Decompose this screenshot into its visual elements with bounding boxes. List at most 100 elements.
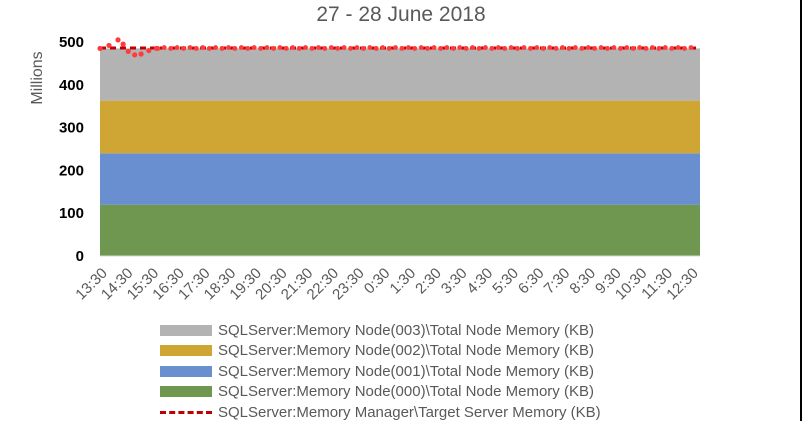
legend-label: SQLServer:Memory Node(002)\Total Node Me… <box>218 342 594 360</box>
marker-point <box>360 46 366 51</box>
marker-point <box>271 46 276 51</box>
marker-point-6 <box>138 51 144 57</box>
marker-point <box>502 46 508 51</box>
marker-point <box>470 45 475 50</box>
marker-point-5 <box>132 52 138 58</box>
marker-point <box>463 46 469 51</box>
marker-point <box>174 45 180 50</box>
marker-point <box>405 45 411 50</box>
marker-point <box>476 46 482 51</box>
legend-swatch <box>160 345 212 357</box>
marker-point-1 <box>106 42 112 49</box>
marker-point <box>316 45 321 50</box>
marker-point <box>328 45 334 50</box>
marker-point <box>572 45 578 50</box>
legend-swatch <box>160 386 212 398</box>
marker-layer <box>97 37 694 58</box>
frame-border <box>800 0 802 421</box>
marker-point <box>630 46 636 51</box>
x-axis-ticks: 13:3014:3015:3016:3017:3018:3019:3020:30… <box>72 265 702 304</box>
y-tick-label: 300 <box>59 120 84 137</box>
marker-point <box>296 46 302 51</box>
marker-point <box>637 45 643 50</box>
marker-point <box>650 45 655 50</box>
marker-point <box>624 45 630 50</box>
legend-item: SQLServer:Memory Node(002)\Total Node Me… <box>160 341 720 362</box>
marker-point <box>258 46 263 51</box>
marker-point <box>335 46 341 51</box>
legend-item: SQLServer:Memory Node(003)\Total Node Me… <box>160 320 720 341</box>
marker-point <box>617 46 623 51</box>
marker-point <box>450 46 456 51</box>
marker-point <box>309 46 315 51</box>
legend-item: SQLServer:Memory Node(000)\Total Node Me… <box>160 382 720 403</box>
area-series-3 <box>100 48 700 101</box>
marker-point <box>187 45 193 50</box>
marker-point <box>682 46 687 51</box>
legend-swatch <box>160 365 212 377</box>
x-tick-label: 5:30 <box>489 265 522 298</box>
marker-point <box>193 46 199 51</box>
marker-point <box>515 46 520 51</box>
marker-point <box>489 46 495 51</box>
marker-point <box>656 46 662 51</box>
marker-point <box>367 45 373 50</box>
x-tick-label: 1:30 <box>387 265 420 298</box>
marker-point <box>245 46 251 51</box>
legend-label: SQLServer:Memory Node(003)\Total Node Me… <box>218 321 594 339</box>
marker-point <box>277 45 283 50</box>
marker-point <box>688 45 694 50</box>
marker-point <box>373 46 379 51</box>
marker-point <box>238 45 244 50</box>
marker-point <box>168 46 174 51</box>
y-axis-ticks: 0 100 200 300 400 500 <box>59 34 84 265</box>
legend-label: SQLServer:Memory Node(000)\Total Node Me… <box>218 383 594 401</box>
x-tick-label: 3:30 <box>438 265 471 298</box>
marker-point <box>585 45 591 50</box>
legend: SQLServer:Memory Node(003)\Total Node Me… <box>160 320 720 423</box>
y-axis-label: Millions <box>29 51 46 104</box>
marker-point <box>181 46 186 51</box>
marker-point <box>457 45 463 50</box>
marker-point <box>283 46 289 51</box>
marker-point <box>386 46 392 51</box>
marker-point <box>380 45 386 50</box>
marker-point <box>547 45 553 50</box>
x-tick-label: 2:30 <box>412 265 445 298</box>
marker-point-3 <box>120 41 126 47</box>
marker-point <box>611 45 617 50</box>
y-tick-label: 0 <box>76 248 84 265</box>
legend-swatch <box>160 324 212 336</box>
legend-label: SQLServer:Memory Manager\Target Server M… <box>218 403 601 421</box>
marker-point <box>206 46 212 51</box>
x-tick-label: 6:30 <box>515 265 548 298</box>
marker-point <box>669 46 675 51</box>
marker-point <box>643 46 649 51</box>
marker-point-7 <box>146 47 152 54</box>
marker-point <box>264 45 270 50</box>
marker-point <box>444 45 450 50</box>
marker-point <box>579 46 585 51</box>
marker-point <box>354 45 360 50</box>
marker-point <box>161 45 167 50</box>
y-tick-label: 400 <box>59 77 84 94</box>
marker-point <box>675 45 681 50</box>
marker-point <box>528 46 533 51</box>
marker-point <box>483 45 488 50</box>
area-series-1 <box>100 153 700 205</box>
x-tick-label: 8:30 <box>566 265 599 298</box>
legend-swatch <box>160 410 212 414</box>
marker-point-4 <box>125 48 131 55</box>
legend-item: SQLServer:Memory Node(001)\Total Node Me… <box>160 361 720 382</box>
marker-point <box>662 45 668 50</box>
y-tick-label: 100 <box>59 205 84 222</box>
marker-point <box>251 45 257 50</box>
marker-point <box>540 46 546 51</box>
marker-point <box>393 45 398 50</box>
x-tick-label: 0:30 <box>361 265 394 298</box>
x-tick-label: 7:30 <box>541 265 574 298</box>
marker-point <box>418 45 424 50</box>
marker-point <box>303 45 308 50</box>
marker-point <box>290 45 296 50</box>
